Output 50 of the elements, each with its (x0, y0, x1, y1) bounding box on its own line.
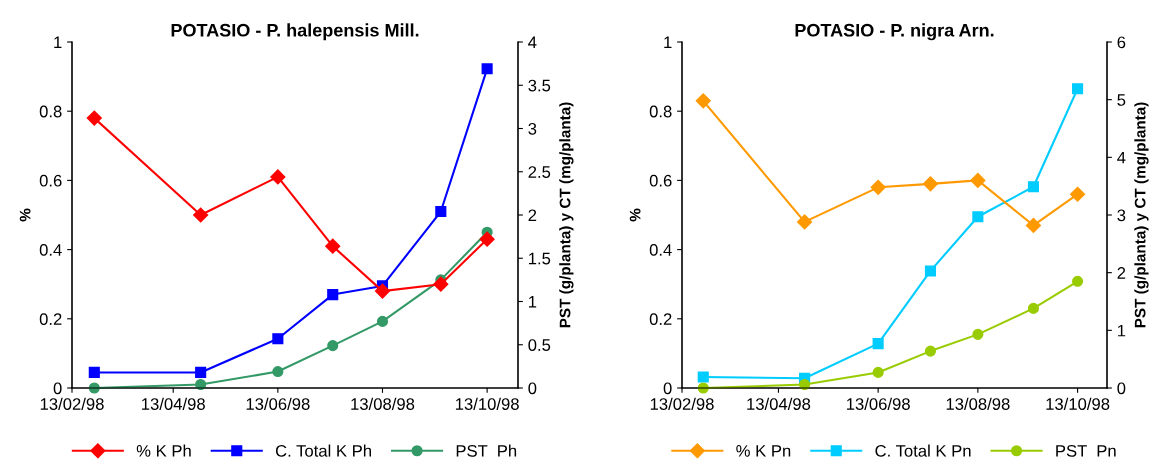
x-tick-label: 13/02/98 (40, 397, 104, 410)
chart-title: POTASIO - P. nigra Arn. (795, 23, 994, 41)
x-tick-label: 13/06/98 (846, 397, 910, 410)
x-tick-label: 13/04/98 (747, 397, 811, 410)
y2-tick-label: 0 (1117, 382, 1126, 395)
y2-tick-label: 3 (528, 122, 537, 135)
y2-tick-label: 3.5 (528, 79, 551, 92)
y-tick-label: 0.4 (39, 244, 62, 256)
y-tick-label: 0.6 (39, 174, 62, 187)
y2-tick-label: 3 (1117, 209, 1126, 222)
y2-tick-label: 2.5 (528, 166, 551, 178)
x-tick-label: 13/10/98 (1046, 397, 1110, 410)
x-tick-label: 13/08/98 (946, 397, 1010, 410)
y2-tick-label: 0.5 (528, 339, 551, 351)
legend-label: C. Total K Pn (875, 444, 971, 457)
chart-title: POTASIO - P. halepensis Mill. (171, 23, 419, 41)
legend-label: C. Total K Ph (275, 444, 371, 457)
legend-label: PST Ph (456, 444, 517, 457)
y2-tick-label: 1 (528, 296, 537, 308)
legend-label: % K Pn (736, 445, 791, 457)
y2-tick-label: 6 (1117, 36, 1126, 49)
y2-tick-label: 2 (1117, 267, 1126, 279)
y-tick-label: 1 (54, 36, 62, 49)
y2-tick-label: 4 (1117, 151, 1126, 164)
legend-label: % K Ph (136, 444, 191, 457)
y2-tick-label: 0 (528, 382, 537, 395)
y-tick-label: 0.8 (39, 105, 62, 118)
y-axis-title: % (629, 208, 641, 222)
x-tick-label: 13/10/98 (455, 397, 519, 410)
legend-label: PST Pn (1056, 444, 1116, 457)
y2-tick-label: 1.5 (528, 252, 551, 265)
y-tick-label: 0.6 (649, 174, 672, 187)
y-tick-label: 0.2 (649, 313, 672, 325)
y-tick-label: 0.4 (649, 244, 672, 256)
x-tick-label: 13/02/98 (650, 397, 714, 410)
y-tick-label: 1 (664, 36, 672, 49)
y2-tick-label: 5 (1117, 94, 1126, 106)
y2-tick-label: 4 (528, 36, 537, 49)
x-tick-label: 13/08/98 (351, 397, 415, 410)
y-tick-label: 0.8 (649, 105, 672, 118)
y2-tick-label: 1 (1117, 324, 1126, 337)
y2-axis-title: PST (g/planta) y CT (mg/planta) (559, 102, 574, 328)
y-tick-label: 0 (663, 382, 672, 395)
y-tick-label: 0 (53, 382, 62, 395)
x-tick-label: 13/06/98 (246, 397, 310, 410)
y-axis-title: % (19, 208, 31, 222)
x-tick-label: 13/04/98 (142, 397, 205, 410)
y2-axis-title: PST (g/planta) y CT (mg/planta) (1134, 102, 1149, 328)
y-tick-label: 0.2 (39, 313, 62, 325)
y2-tick-label: 2 (528, 209, 537, 222)
